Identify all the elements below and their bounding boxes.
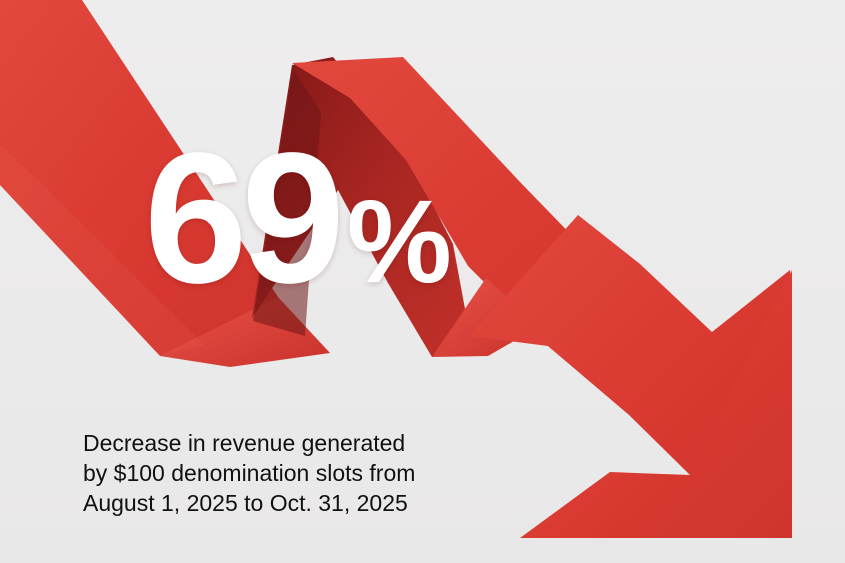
- stat-value: 69: [144, 115, 345, 322]
- stat-unit: %: [346, 176, 452, 308]
- headline-stat: 69 %: [144, 126, 452, 336]
- arrow-head: [520, 270, 792, 538]
- caption-line-1: Decrease in revenue generated: [83, 430, 406, 456]
- caption-line-2: by $100 denomination slots from: [83, 460, 416, 486]
- arrow-left-highlight: [0, 145, 204, 356]
- arrow-ribbon: [0, 0, 792, 538]
- arrow-upper-left-band: [0, 0, 278, 356]
- arrow-inner-fold-shadow: [253, 69, 321, 336]
- caption: Decrease in revenue generated by $100 de…: [83, 428, 503, 518]
- caption-line-3: August 1, 2025 to Oct. 31, 2025: [83, 490, 408, 516]
